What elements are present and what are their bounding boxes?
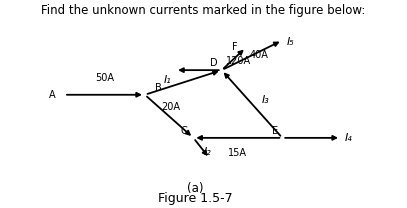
Text: 50A: 50A: [95, 73, 114, 83]
Text: F: F: [232, 42, 238, 52]
Text: 15A: 15A: [228, 148, 247, 158]
Text: D: D: [210, 58, 218, 68]
Text: Find the unknown currents marked in the figure below:: Find the unknown currents marked in the …: [42, 4, 365, 17]
Text: C: C: [181, 126, 187, 136]
Text: I₄: I₄: [345, 133, 353, 143]
Text: I₁: I₁: [164, 75, 171, 85]
Text: E: E: [272, 126, 278, 136]
Text: 120A: 120A: [226, 56, 251, 66]
Text: Figure 1.5-7: Figure 1.5-7: [158, 192, 233, 204]
Text: I₅: I₅: [287, 37, 294, 47]
Text: A: A: [49, 90, 56, 100]
Text: (a): (a): [187, 182, 204, 195]
Text: I₂: I₂: [204, 147, 211, 157]
Text: 40A: 40A: [250, 50, 269, 60]
Text: I₃: I₃: [262, 95, 270, 105]
Text: 20A: 20A: [161, 102, 180, 112]
Text: B: B: [155, 83, 162, 93]
